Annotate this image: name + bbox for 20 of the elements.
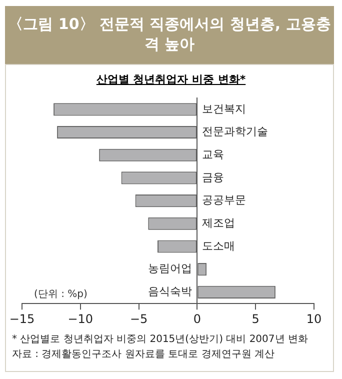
text: * 산업별로 청년취업자 비중의 2015년(상반기) 대비 2007년 변화: [12, 333, 308, 346]
x-tick-label: 10: [306, 312, 322, 326]
y-tick-label: 보건복지: [202, 102, 246, 116]
y-tick-label: 제조업: [202, 216, 236, 230]
x-tick-label: 5: [252, 312, 260, 326]
x-tick-label: 0: [193, 312, 202, 326]
chart-title: 〈그림 10〉 전문적 직종에서의 청년층, 고용충격 높아: [5, 6, 334, 64]
annotation: (단위 : %p): [34, 288, 88, 301]
text: 자료 : 경제활동인구조사 원자료를 토대로 경제연구원 계산: [12, 348, 274, 361]
y-tick-label: 교육: [202, 148, 224, 161]
y-tick-label: 금융: [202, 170, 224, 184]
x-tick-label: −5: [130, 312, 148, 326]
x-tick-label: −10: [68, 312, 94, 326]
y-tick-label: 농림어업: [148, 262, 192, 276]
y-tick-label: 공공부문: [202, 194, 246, 207]
y-tick-label: 도소매: [202, 239, 236, 252]
y-tick-label: 음식숙박: [148, 285, 192, 298]
y-tick-label: 전문과학기술: [202, 125, 268, 138]
x-tick-label: −15: [9, 312, 35, 326]
chart-subtitle: 산업별 청년취업자 비중 변화*: [96, 73, 246, 86]
